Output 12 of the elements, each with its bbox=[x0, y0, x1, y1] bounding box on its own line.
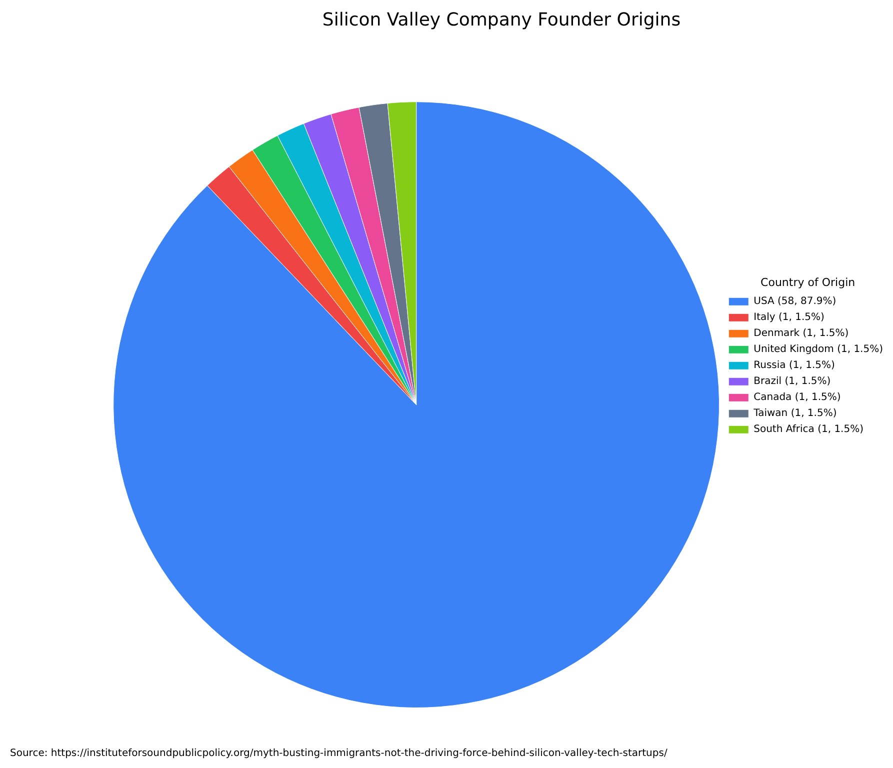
legend-label: Taiwan (1, 1.5%) bbox=[752, 408, 837, 420]
legend-label: USA (58, 87.9%) bbox=[754, 296, 836, 308]
legend-label: South Africa (1, 1.5%) bbox=[754, 424, 864, 436]
legend-label: Russia (1, 1.5%) bbox=[754, 360, 835, 372]
legend-label: Brazil (1, 1.5%) bbox=[754, 376, 831, 388]
legend-label: United Kingdom (1, 1.5%) bbox=[754, 344, 884, 356]
chart-title: Silicon Valley Company Founder Origins bbox=[322, 9, 681, 30]
source-note: Source: https://instituteforsoundpublicpolicy.org/myth-busting-immigrants-not-the-driving-force-behind-silicon-valley-tech-startups/ bbox=[10, 748, 668, 759]
legend-label: Canada (1, 1.5%) bbox=[754, 392, 841, 404]
legend-title: Country of Origin bbox=[760, 276, 856, 289]
legend-label: Denmark (1, 1.5%) bbox=[754, 328, 849, 340]
legend-label: Italy (1, 1.5%) bbox=[754, 312, 825, 324]
